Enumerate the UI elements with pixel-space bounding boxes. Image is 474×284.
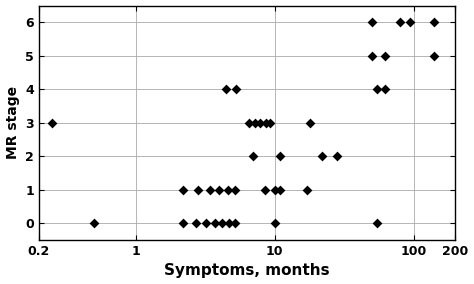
Point [277,154,284,158]
X-axis label: Symptoms, months: Symptoms, months [164,264,330,278]
Point [206,187,213,192]
Y-axis label: MR stage: MR stage [6,86,19,159]
Point [202,221,210,225]
Point [180,187,187,192]
Point [374,221,381,225]
Point [374,87,381,91]
Point [90,221,98,225]
Point [277,187,284,192]
Point [271,187,278,192]
Point [231,187,239,192]
Point [223,87,230,91]
Point [216,187,223,192]
Point [211,221,219,225]
Point [251,120,259,125]
Point [430,53,438,58]
Point [396,20,404,25]
Point [306,120,314,125]
Point [407,20,414,25]
Point [245,120,253,125]
Point [249,154,257,158]
Point [194,187,201,192]
Point [333,154,340,158]
Point [381,87,389,91]
Point [368,20,375,25]
Point [233,87,240,91]
Point [262,120,269,125]
Point [271,221,278,225]
Point [180,221,187,225]
Point [256,120,264,125]
Point [261,187,269,192]
Point [319,154,326,158]
Point [192,221,200,225]
Point [48,120,56,125]
Point [266,120,274,125]
Point [368,53,375,58]
Point [303,187,310,192]
Point [224,187,232,192]
Point [430,20,438,25]
Point [231,221,239,225]
Point [219,221,226,225]
Point [381,53,389,58]
Point [225,221,233,225]
